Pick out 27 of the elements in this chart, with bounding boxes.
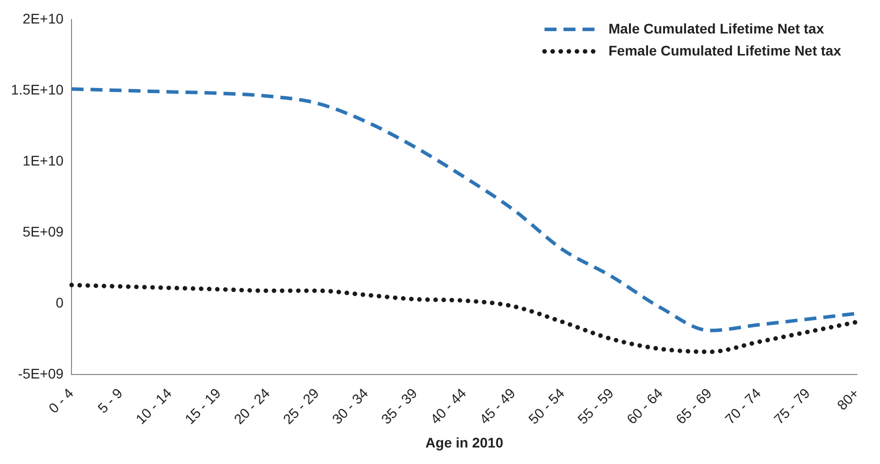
x-tick-label: 20 - 24 (230, 384, 273, 428)
y-tick-label: -5E+09 (18, 365, 64, 382)
x-tick-label: 0 - 4 (45, 384, 77, 416)
x-tick-label: 35 - 39 (378, 384, 420, 428)
y-tick-label: 1E+10 (22, 152, 64, 168)
x-tick-label: 5 - 9 (94, 384, 126, 416)
y-tick-label: 1.5E+10 (10, 81, 64, 98)
x-tick-label: 40 - 44 (427, 384, 470, 428)
x-tick-label: 25 - 29 (280, 384, 322, 428)
x-tick-label: 10 - 14 (132, 384, 175, 428)
y-tick-label: 0 (56, 294, 64, 310)
x-axis-title: Age in 2010 (425, 434, 504, 450)
x-tick-label: 30 - 34 (328, 384, 372, 428)
x-tick-label: 45 - 49 (476, 384, 518, 428)
y-tick-label: 5E+09 (22, 223, 64, 240)
x-tick-label: 80+ (834, 384, 862, 414)
x-tick-label: 65 - 69 (672, 384, 715, 428)
x-tick-label: 55 - 59 (574, 384, 617, 428)
legend-label: Female Cumulated Lifetime Net tax (608, 42, 842, 58)
x-tick-label: 50 - 54 (525, 384, 568, 428)
line-series (69, 282, 860, 354)
x-tick-label: 15 - 19 (182, 384, 224, 428)
x-tick-label: 70 - 74 (722, 384, 764, 428)
x-tick-label: 75 - 79 (770, 384, 814, 428)
x-tick-label: 60 - 64 (623, 384, 666, 428)
legend-label: Male Cumulated Lifetime Net tax (608, 20, 824, 36)
y-tick-label: 2E+10 (22, 10, 64, 26)
